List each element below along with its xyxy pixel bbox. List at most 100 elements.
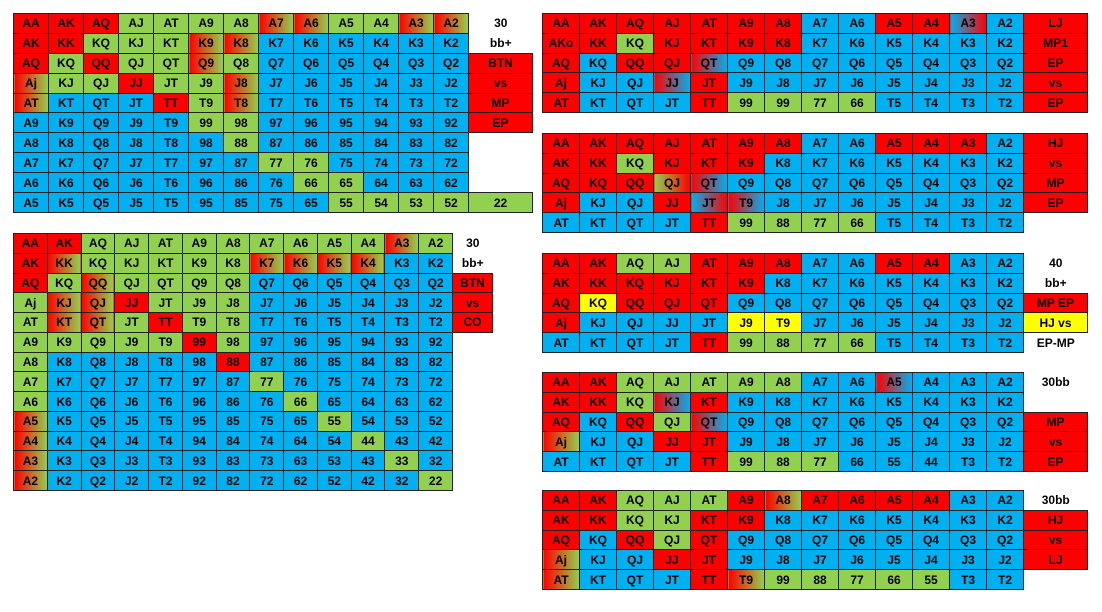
hand-cell: Q5	[328, 52, 364, 74]
hand-cell: JT	[148, 292, 183, 314]
hand-cell: T9	[727, 192, 765, 214]
hand-cell: Q2	[418, 272, 453, 294]
chart-row: A6 K6 Q6 J6 T6 96 86 76 66 65 64 63 62	[13, 391, 493, 412]
hand-cell: Aj	[13, 72, 49, 94]
hand-cell: 93	[384, 331, 420, 353]
range-label: MP	[1023, 411, 1088, 433]
hand-cell: Q9	[181, 272, 217, 294]
hand-cell: K5	[328, 32, 364, 54]
chart-row: A4 K4 Q4 J4 T4 94 84 74 64 54 44 43 42	[13, 430, 493, 452]
hand-cell: JJ	[653, 549, 691, 571]
hand-cell: J6	[838, 431, 876, 453]
hand-cell: KT	[579, 332, 617, 353]
hand-cell: 99	[727, 451, 765, 472]
hand-cell: 62	[418, 391, 453, 412]
hand-cell: KT	[579, 451, 617, 472]
range-label: 30	[468, 13, 533, 34]
hand-cell: 75	[316, 371, 352, 393]
hand-cell: A6	[293, 13, 329, 34]
hand-cell: A3	[949, 253, 987, 274]
hand-cell: 76	[293, 152, 329, 174]
hand-cell: AJ	[118, 13, 154, 34]
hand-cell: J5	[316, 292, 352, 314]
hand-cell: T2	[433, 92, 469, 114]
hand-cell: AK	[579, 13, 617, 34]
range-label: vs	[452, 292, 493, 314]
hand-cell: 92	[181, 470, 217, 491]
hand-cell: J6	[118, 172, 154, 194]
hand-cell: KJ	[653, 272, 691, 294]
hand-cell: 55	[328, 192, 364, 213]
hand-cell: J8	[118, 132, 154, 154]
hand-cell: Q3	[949, 172, 987, 194]
hand-cell: AA	[542, 372, 580, 393]
hand-cell: J3	[114, 450, 150, 472]
hand-cell: J7	[801, 72, 839, 94]
hand-cell: KJ	[579, 549, 617, 571]
hand-cell: K3	[949, 509, 987, 531]
hand-cell: K7	[249, 252, 285, 274]
hand-cell: JT	[690, 72, 728, 94]
hand-cell: A9	[188, 13, 224, 34]
chart-row: AT KT QT JT TT T9 99 88 77 66 55 T3 T2	[542, 569, 1088, 590]
hand-cell: 94	[363, 112, 399, 134]
hand-cell: J5	[875, 431, 913, 453]
hand-cell: K9	[48, 112, 84, 134]
hand-cell: A6	[838, 253, 876, 274]
hand-cell: 95	[181, 410, 217, 432]
hand-cell: Aj	[542, 431, 580, 453]
hand-cell: 99	[181, 331, 217, 353]
hand-cell: T3	[949, 569, 987, 590]
hand-cell: Q7	[83, 152, 119, 174]
hand-cell: Q3	[398, 52, 434, 74]
hand-cell: J5	[875, 549, 913, 571]
hand-cell: A6	[13, 172, 49, 194]
hand-cell: Aj	[13, 292, 48, 314]
hand-cell: 52	[418, 410, 453, 432]
hand-cell: K5	[46, 410, 82, 432]
hand-cell: KQ	[80, 252, 116, 274]
hand-cell: KT	[690, 32, 728, 54]
hand-cell: 32	[384, 470, 420, 491]
hand-cell: K5	[875, 509, 913, 531]
range-label: EP	[1023, 92, 1088, 113]
hand-cell: AJ	[653, 253, 691, 274]
hand-cell: AQ	[13, 52, 49, 74]
chart-row: A9 K9 Q9 J9 T9 99 98 97 96 95 94 93 92 EP	[13, 112, 533, 134]
hand-cell: T6	[283, 312, 318, 333]
hand-cell: K2	[433, 32, 469, 54]
hand-cell: JT	[653, 212, 691, 233]
hand-cell: J2	[986, 431, 1024, 453]
hand-cell: Q6	[83, 172, 119, 194]
hand-cell: T6	[148, 391, 183, 412]
hand-cell: 75	[258, 192, 294, 213]
hand-cell: J6	[114, 391, 150, 412]
hand-cell: KT	[579, 212, 617, 233]
hand-cell: 85	[223, 192, 259, 213]
hand-cell: 83	[384, 351, 420, 373]
chart-right-5: AA AK AQ AJ AT A9 A8 A7 A6 A5 A4 A3 A2 30bb AK KK KQ KJ KT…	[542, 490, 1088, 590]
hand-cell: Q5	[875, 292, 913, 314]
hand-cell: Q5	[875, 172, 913, 194]
hand-cell: KQ	[579, 172, 617, 194]
hand-cell: AA	[13, 233, 48, 254]
hand-cell: K9	[46, 331, 82, 353]
range-label: 40	[1023, 253, 1088, 274]
hand-cell: 97	[181, 371, 217, 393]
hand-cell: 66	[838, 212, 876, 233]
hand-cell: T2	[986, 92, 1024, 113]
hand-cell: K6	[838, 391, 876, 413]
hand-cell: 64	[363, 172, 399, 194]
hand-cell: KJ	[579, 72, 617, 94]
hand-cell: QT	[616, 212, 654, 233]
hand-cell: Q4	[80, 430, 116, 452]
hand-cell: AQ	[83, 13, 119, 34]
hand-cell: J9	[727, 72, 765, 94]
hand-cell: 66	[293, 172, 329, 194]
hand-cell: A8	[764, 133, 802, 154]
hand-cell: J4	[114, 430, 150, 452]
hand-cell: A4	[363, 13, 399, 34]
hand-cell: 96	[293, 112, 329, 134]
hand-cell: A5	[875, 253, 913, 274]
hand-cell: 75	[328, 152, 364, 174]
